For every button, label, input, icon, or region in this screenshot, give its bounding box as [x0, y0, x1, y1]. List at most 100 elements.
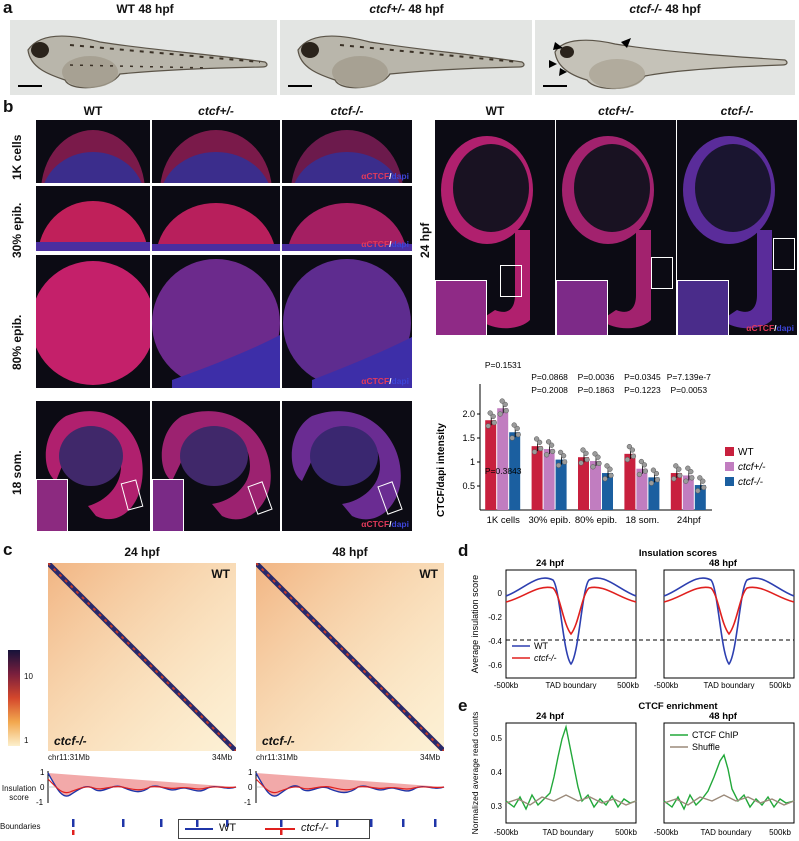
svg-text:-0.6: -0.6	[488, 661, 502, 670]
legend-swatch	[725, 477, 734, 486]
stain-label: αCTCF/dapi	[361, 239, 409, 249]
larva-photo-wt	[10, 20, 277, 95]
larva-photo-hom	[535, 20, 795, 95]
coord-left-24: chr11:31Mb	[48, 753, 90, 762]
panel-label-c: c	[3, 540, 13, 559]
b-row-label-30: 30% epib.	[10, 202, 24, 258]
insulation-track-24: 1 0 -1	[36, 768, 237, 835]
image-1k-hom: αCTCF/dapi	[282, 120, 412, 183]
svg-text:TAD boundary: TAD boundary	[543, 828, 594, 837]
p-value-bottom: P=0.1863	[578, 385, 615, 395]
data-point	[695, 488, 701, 494]
image-18som-hom: αCTCF/dapi	[282, 401, 412, 531]
bar	[636, 468, 648, 510]
data-point	[607, 466, 613, 472]
coord-left-48: chr11:31Mb	[256, 753, 298, 762]
data-point	[557, 449, 564, 456]
b-col-header-het: ctcf+/-	[198, 104, 234, 118]
c-legend: WT ctcf-/-	[178, 819, 370, 839]
data-point	[689, 475, 695, 481]
b-col-header-wt: WT	[83, 104, 103, 118]
hic-wt-label: WT	[419, 567, 438, 581]
data-point	[626, 443, 633, 450]
a-title-2: ctcf+/- 48 hpf	[369, 2, 444, 16]
boundaries-label: Boundaries	[0, 822, 41, 831]
data-point	[514, 425, 520, 432]
legend-mut: ctcf-/-	[301, 822, 329, 834]
data-point	[536, 439, 543, 445]
data-point	[485, 423, 491, 429]
legend-label: ctcf-/-	[738, 477, 764, 488]
boundaries-24	[72, 819, 229, 835]
bar	[590, 461, 601, 510]
data-point	[697, 475, 703, 481]
bar-chart-ylabel: CTCF/dapi intensity	[436, 423, 447, 517]
image-30epib-het	[152, 186, 280, 251]
svg-text:500kb: 500kb	[769, 681, 791, 689]
data-point	[653, 470, 660, 477]
larva-photo-het	[280, 20, 532, 95]
data-point	[502, 401, 508, 408]
bar	[670, 473, 682, 510]
svg-text:-1: -1	[244, 798, 252, 807]
data-point	[487, 410, 493, 416]
data-point	[555, 462, 562, 469]
category-label: 80% epib.	[575, 515, 617, 526]
svg-text:500kb: 500kb	[617, 681, 639, 689]
data-point	[584, 456, 590, 463]
svg-text:0: 0	[40, 783, 45, 792]
bar	[602, 473, 613, 510]
b-row-label-18som: 18 som.	[10, 450, 24, 495]
data-point	[688, 468, 694, 475]
data-point	[531, 449, 538, 455]
image-80epib-wt	[36, 255, 150, 388]
data-point	[503, 407, 509, 414]
category-label: 30% epib.	[528, 515, 570, 526]
image-30epib-hom: αCTCF/dapi	[282, 186, 412, 251]
image-24hpf-wt	[435, 120, 555, 335]
b-hpf-col-header-hom: ctcf-/-	[720, 104, 754, 118]
data-point	[677, 472, 683, 479]
insulation-score-label: Insulation score	[1, 784, 37, 802]
data-point	[537, 445, 544, 452]
hic-color-scale	[8, 650, 20, 746]
svg-text:-0.4: -0.4	[488, 637, 502, 646]
y-tick-label: 2.0	[462, 409, 475, 419]
data-point	[583, 450, 589, 457]
svg-text:WT: WT	[534, 641, 548, 651]
data-point	[548, 442, 555, 448]
svg-text:-0.2: -0.2	[488, 613, 502, 622]
data-point	[654, 477, 661, 483]
category-label: 1K cells	[487, 515, 521, 526]
bar	[509, 432, 521, 510]
svg-text:CTCF enrichment: CTCF enrichment	[638, 701, 718, 712]
ctcf-enrichment-chart: CTCF enrichment 24 hpf 48 hpf Normalized…	[470, 701, 795, 837]
data-point	[629, 447, 636, 453]
b-hpf-row-label: 24 hpf	[418, 222, 432, 258]
data-point	[701, 484, 707, 491]
insulation-track-48: 1 0 -1	[244, 768, 445, 835]
data-point	[604, 463, 610, 469]
image-24hpf-het	[556, 120, 676, 335]
svg-text:24 hpf: 24 hpf	[536, 558, 565, 569]
image-80epib-het	[152, 255, 280, 388]
data-point	[676, 466, 682, 472]
boundaries-48	[280, 819, 437, 835]
data-point	[499, 398, 505, 404]
hic-map-24: WT ctcf-/-	[48, 563, 236, 751]
svg-text:TAD boundary: TAD boundary	[701, 828, 752, 837]
p-value-bottom: P=0.0053	[670, 385, 707, 395]
bar	[624, 453, 636, 510]
svg-text:0.5: 0.5	[491, 734, 503, 743]
b-hpf-col-header-wt: WT	[485, 104, 505, 118]
a-title-1: WT 48 hpf	[116, 2, 174, 16]
stain-label: αCTCF/dapi	[361, 519, 409, 529]
svg-text:TAD boundary: TAD boundary	[704, 681, 755, 689]
svg-text:Average insulation score: Average insulation score	[470, 575, 480, 673]
data-point	[580, 447, 586, 453]
svg-text:-500kb: -500kb	[654, 681, 679, 689]
svg-text:Shuffle: Shuffle	[692, 742, 720, 752]
image-18som-het	[152, 401, 280, 531]
y-tick-label: 1.5	[462, 433, 475, 443]
